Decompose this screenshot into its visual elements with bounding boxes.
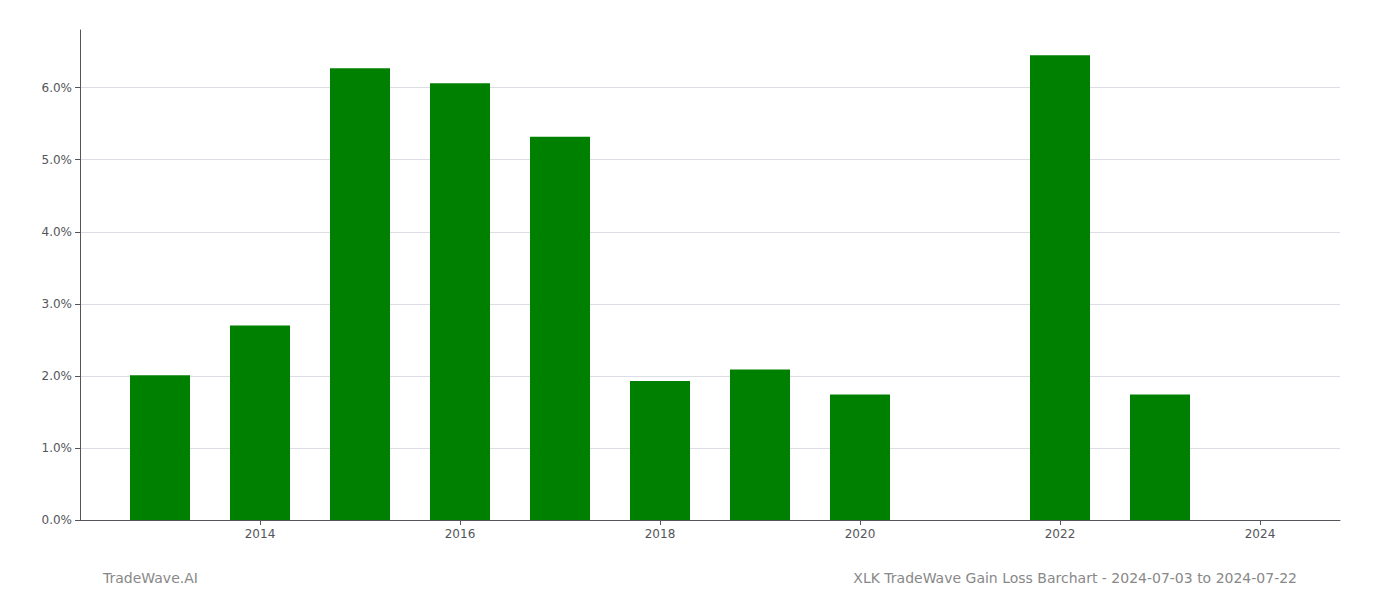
svg-text:2024: 2024 — [1245, 527, 1276, 541]
svg-text:2016: 2016 — [445, 527, 476, 541]
svg-text:2014: 2014 — [245, 527, 276, 541]
svg-text:XLK TradeWave Gain Loss Barcha: XLK TradeWave Gain Loss Barchart - 2024-… — [853, 570, 1297, 586]
svg-text:2020: 2020 — [845, 527, 876, 541]
svg-text:2.0%: 2.0% — [42, 369, 73, 383]
svg-text:5.0%: 5.0% — [42, 153, 73, 167]
svg-text:1.0%: 1.0% — [42, 441, 73, 455]
svg-text:2022: 2022 — [1045, 527, 1076, 541]
svg-text:3.0%: 3.0% — [42, 297, 73, 311]
svg-text:TradeWave.AI: TradeWave.AI — [102, 570, 198, 586]
svg-text:2018: 2018 — [645, 527, 676, 541]
svg-text:0.0%: 0.0% — [42, 513, 73, 527]
svg-text:4.0%: 4.0% — [42, 225, 73, 239]
svg-text:6.0%: 6.0% — [42, 81, 73, 95]
